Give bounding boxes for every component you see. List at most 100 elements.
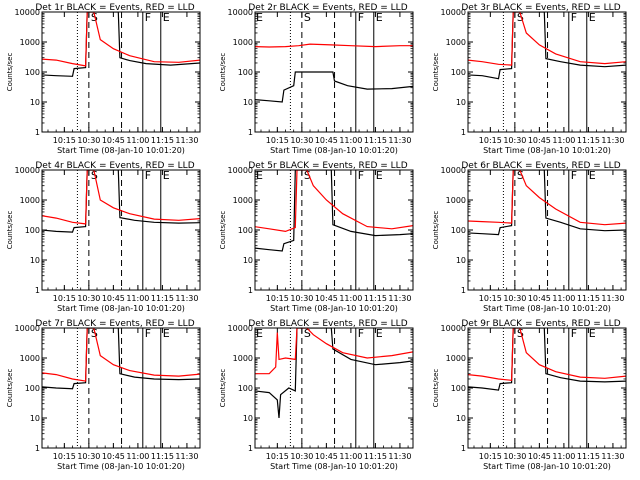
marker-label: E bbox=[163, 11, 170, 24]
marker-label: E bbox=[376, 11, 383, 24]
x-tick-label: 10:30 bbox=[77, 294, 100, 303]
x-tick-label: 10:15 bbox=[53, 294, 76, 303]
x-tick-label: 11:30 bbox=[601, 136, 624, 145]
marker-label: S bbox=[304, 327, 311, 340]
x-tick-label: 10:15 bbox=[479, 452, 502, 461]
y-tick-label: 100 bbox=[25, 384, 40, 393]
plot-frame bbox=[41, 169, 201, 291]
y-tick-label: 1000 bbox=[446, 354, 466, 363]
marker-label: F bbox=[145, 11, 151, 24]
y-tick-label: 1000 bbox=[20, 38, 40, 47]
x-tick-label: 11:30 bbox=[175, 452, 198, 461]
start-marker-label: E bbox=[256, 169, 263, 182]
x-tick-label: 11:00 bbox=[552, 452, 575, 461]
x-tick-label: 10:45 bbox=[315, 294, 338, 303]
x-tick-label: 10:45 bbox=[102, 294, 125, 303]
y-tick-label: 100 bbox=[451, 226, 466, 235]
x-tick-label: 11:15 bbox=[577, 136, 600, 145]
detector-panel: Det 8r BLACK = Events, RED = LLD 1 10 100 10… bbox=[219, 319, 414, 471]
marker-label: E bbox=[376, 327, 383, 340]
x-tick-label: 10:15 bbox=[479, 136, 502, 145]
panel-title: Det 6r BLACK = Events, RED = LLD bbox=[461, 161, 620, 171]
y-tick-label: 100 bbox=[451, 68, 466, 77]
x-tick-label: 11:15 bbox=[151, 452, 174, 461]
marker-label: F bbox=[571, 169, 577, 182]
x-tick-label: 11:30 bbox=[388, 452, 411, 461]
marker-label: F bbox=[571, 327, 577, 340]
panel-title: Det 2r BLACK = Events, RED = LLD bbox=[248, 3, 407, 13]
panel-title: Det 3r BLACK = Events, RED = LLD bbox=[461, 3, 620, 13]
lld-series-line bbox=[468, 328, 626, 381]
plot-frame bbox=[467, 11, 627, 133]
y-tick-label: 1 bbox=[35, 444, 40, 453]
y-tick-label: 10000 bbox=[441, 166, 466, 175]
x-tick-label: 11:30 bbox=[601, 294, 624, 303]
y-tick-label: 1000 bbox=[20, 354, 40, 363]
x-tick-label: 10:30 bbox=[290, 452, 313, 461]
marker-label: F bbox=[358, 327, 364, 340]
marker-label: S bbox=[304, 11, 311, 24]
y-axis-label: Counts/sec bbox=[6, 211, 14, 250]
marker-label: S bbox=[91, 11, 98, 24]
x-tick-label: 11:00 bbox=[126, 294, 149, 303]
y-tick-label: 1 bbox=[248, 286, 253, 295]
marker-label: F bbox=[145, 169, 151, 182]
x-tick-label: 11:15 bbox=[577, 452, 600, 461]
y-tick-label: 10000 bbox=[441, 324, 466, 333]
marker-label: F bbox=[358, 169, 364, 182]
x-tick-label: 11:15 bbox=[151, 136, 174, 145]
x-tick-label: 10:30 bbox=[77, 136, 100, 145]
y-tick-label: 1 bbox=[248, 128, 253, 137]
y-axis-label: Counts/sec bbox=[219, 369, 227, 408]
start-marker-label: E bbox=[256, 11, 263, 24]
marker-label: F bbox=[145, 327, 151, 340]
detector-panel: Det 6r BLACK = Events, RED = LLD 1 10 100 10… bbox=[432, 161, 627, 313]
marker-label: E bbox=[163, 169, 170, 182]
lld-series-line bbox=[42, 170, 200, 225]
x-tick-label: 11:15 bbox=[577, 294, 600, 303]
x-tick-label: 11:00 bbox=[126, 452, 149, 461]
y-axis-label: Counts/sec bbox=[6, 369, 14, 408]
x-tick-label: 11:30 bbox=[175, 136, 198, 145]
marker-label: S bbox=[304, 169, 311, 182]
y-tick-label: 1000 bbox=[233, 354, 253, 363]
events-series-line bbox=[255, 328, 413, 419]
x-tick-label: 10:45 bbox=[102, 452, 125, 461]
x-tick-label: 10:30 bbox=[503, 294, 526, 303]
marker-label: S bbox=[517, 11, 524, 24]
x-tick-label: 10:45 bbox=[315, 452, 338, 461]
marker-label: S bbox=[91, 327, 98, 340]
y-tick-label: 1000 bbox=[20, 196, 40, 205]
start-marker-label: E bbox=[256, 327, 263, 340]
y-tick-label: 100 bbox=[25, 226, 40, 235]
y-tick-label: 1000 bbox=[446, 38, 466, 47]
y-tick-label: 100 bbox=[238, 226, 253, 235]
x-tick-label: 11:15 bbox=[364, 452, 387, 461]
lld-series-line bbox=[255, 328, 413, 375]
y-tick-label: 100 bbox=[238, 384, 253, 393]
y-axis-label: Counts/sec bbox=[219, 211, 227, 250]
y-tick-label: 10 bbox=[30, 256, 40, 265]
x-axis-label: Start Time (08-Jan-10 10:01:20) bbox=[483, 462, 611, 471]
lld-series-line bbox=[255, 170, 413, 233]
y-tick-label: 100 bbox=[238, 68, 253, 77]
x-axis-label: Start Time (08-Jan-10 10:01:20) bbox=[57, 146, 185, 155]
panel-title: Det 8r BLACK = Events, RED = LLD bbox=[248, 319, 407, 329]
y-tick-label: 1 bbox=[248, 444, 253, 453]
marker-label: E bbox=[589, 327, 596, 340]
marker-label: F bbox=[358, 11, 364, 24]
x-tick-label: 10:45 bbox=[528, 136, 551, 145]
x-tick-label: 11:30 bbox=[388, 294, 411, 303]
y-tick-label: 1000 bbox=[233, 38, 253, 47]
x-tick-label: 10:45 bbox=[528, 294, 551, 303]
x-tick-label: 10:15 bbox=[479, 294, 502, 303]
lld-series-line bbox=[42, 12, 200, 67]
x-tick-label: 11:00 bbox=[339, 294, 362, 303]
plot-frame bbox=[467, 327, 627, 449]
events-series-line bbox=[42, 170, 200, 233]
x-tick-label: 11:15 bbox=[364, 136, 387, 145]
panel-title: Det 5r BLACK = Events, RED = LLD bbox=[248, 161, 407, 171]
plot-frame bbox=[254, 327, 414, 449]
y-tick-label: 1000 bbox=[233, 196, 253, 205]
